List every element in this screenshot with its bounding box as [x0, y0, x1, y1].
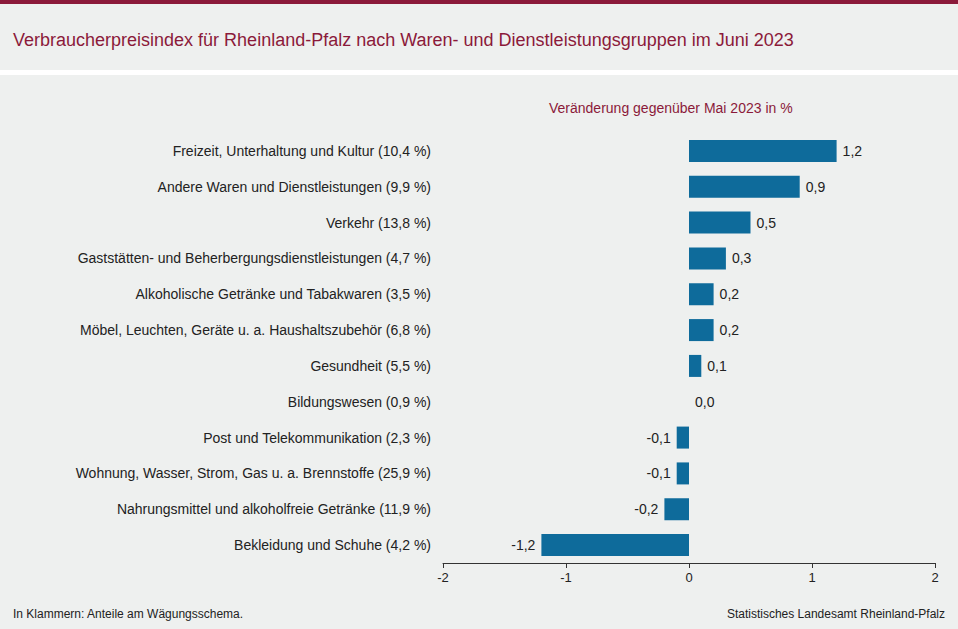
- svg-text:1,2: 1,2: [843, 143, 863, 159]
- svg-text:Gaststätten- und Beherbergungs: Gaststätten- und Beherbergungsdienstleis…: [78, 250, 431, 266]
- svg-text:-0,1: -0,1: [647, 465, 671, 481]
- svg-text:2: 2: [931, 570, 938, 585]
- svg-text:-0,2: -0,2: [634, 501, 658, 517]
- svg-text:Post und Telekommunikation (2,: Post und Telekommunikation (2,3 %): [203, 430, 431, 446]
- svg-text:-1,2: -1,2: [511, 537, 535, 553]
- svg-text:0,2: 0,2: [720, 286, 740, 302]
- svg-text:Möbel, Leuchten, Geräte u. a.: Möbel, Leuchten, Geräte u. a. Haushaltsz…: [80, 322, 431, 338]
- svg-text:1: 1: [808, 570, 815, 585]
- svg-text:Verbraucherpreisindex für Rhei: Verbraucherpreisindex für Rheinland-Pfal…: [13, 30, 794, 50]
- svg-text:Nahrungsmittel und alkoholfrei: Nahrungsmittel und alkoholfreie Getränke…: [117, 501, 431, 517]
- svg-text:Veränderung gegenüber Mai 2023: Veränderung gegenüber Mai 2023 in %: [549, 100, 793, 116]
- svg-text:-2: -2: [437, 570, 449, 585]
- svg-text:-0,1: -0,1: [647, 430, 671, 446]
- svg-text:0,1: 0,1: [707, 358, 727, 374]
- svg-text:0,9: 0,9: [806, 179, 826, 195]
- svg-text:In Klammern: Anteile am Wägung: In Klammern: Anteile am Wägungsschema.: [13, 607, 243, 621]
- svg-text:Verkehr (13,8 %): Verkehr (13,8 %): [326, 215, 431, 231]
- svg-text:0,3: 0,3: [732, 250, 752, 266]
- svg-text:Statistisches Landesamt Rheinl: Statistisches Landesamt Rheinland-Pfalz: [727, 607, 945, 621]
- svg-text:0: 0: [685, 570, 692, 585]
- svg-text:-1: -1: [560, 570, 572, 585]
- svg-text:Wohnung, Wasser, Strom, Gas u.: Wohnung, Wasser, Strom, Gas u. a. Brenns…: [76, 465, 431, 481]
- svg-text:0,5: 0,5: [757, 215, 777, 231]
- svg-text:Bekleidung und Schuhe (4,2 %): Bekleidung und Schuhe (4,2 %): [234, 537, 431, 553]
- svg-text:Alkoholische Getränke und Taba: Alkoholische Getränke und Tabakwaren (3,…: [136, 286, 431, 302]
- svg-text:Andere Waren und Dienstleistun: Andere Waren und Dienstleistungen (9,9 %…: [158, 179, 431, 195]
- svg-text:0,0: 0,0: [695, 394, 715, 410]
- svg-text:Gesundheit (5,5 %): Gesundheit (5,5 %): [310, 358, 431, 374]
- svg-text:Freizeit, Unterhaltung und Kul: Freizeit, Unterhaltung und Kultur (10,4 …: [173, 143, 431, 159]
- svg-text:0,2: 0,2: [720, 322, 740, 338]
- svg-text:Bildungswesen (0,9 %): Bildungswesen (0,9 %): [288, 394, 431, 410]
